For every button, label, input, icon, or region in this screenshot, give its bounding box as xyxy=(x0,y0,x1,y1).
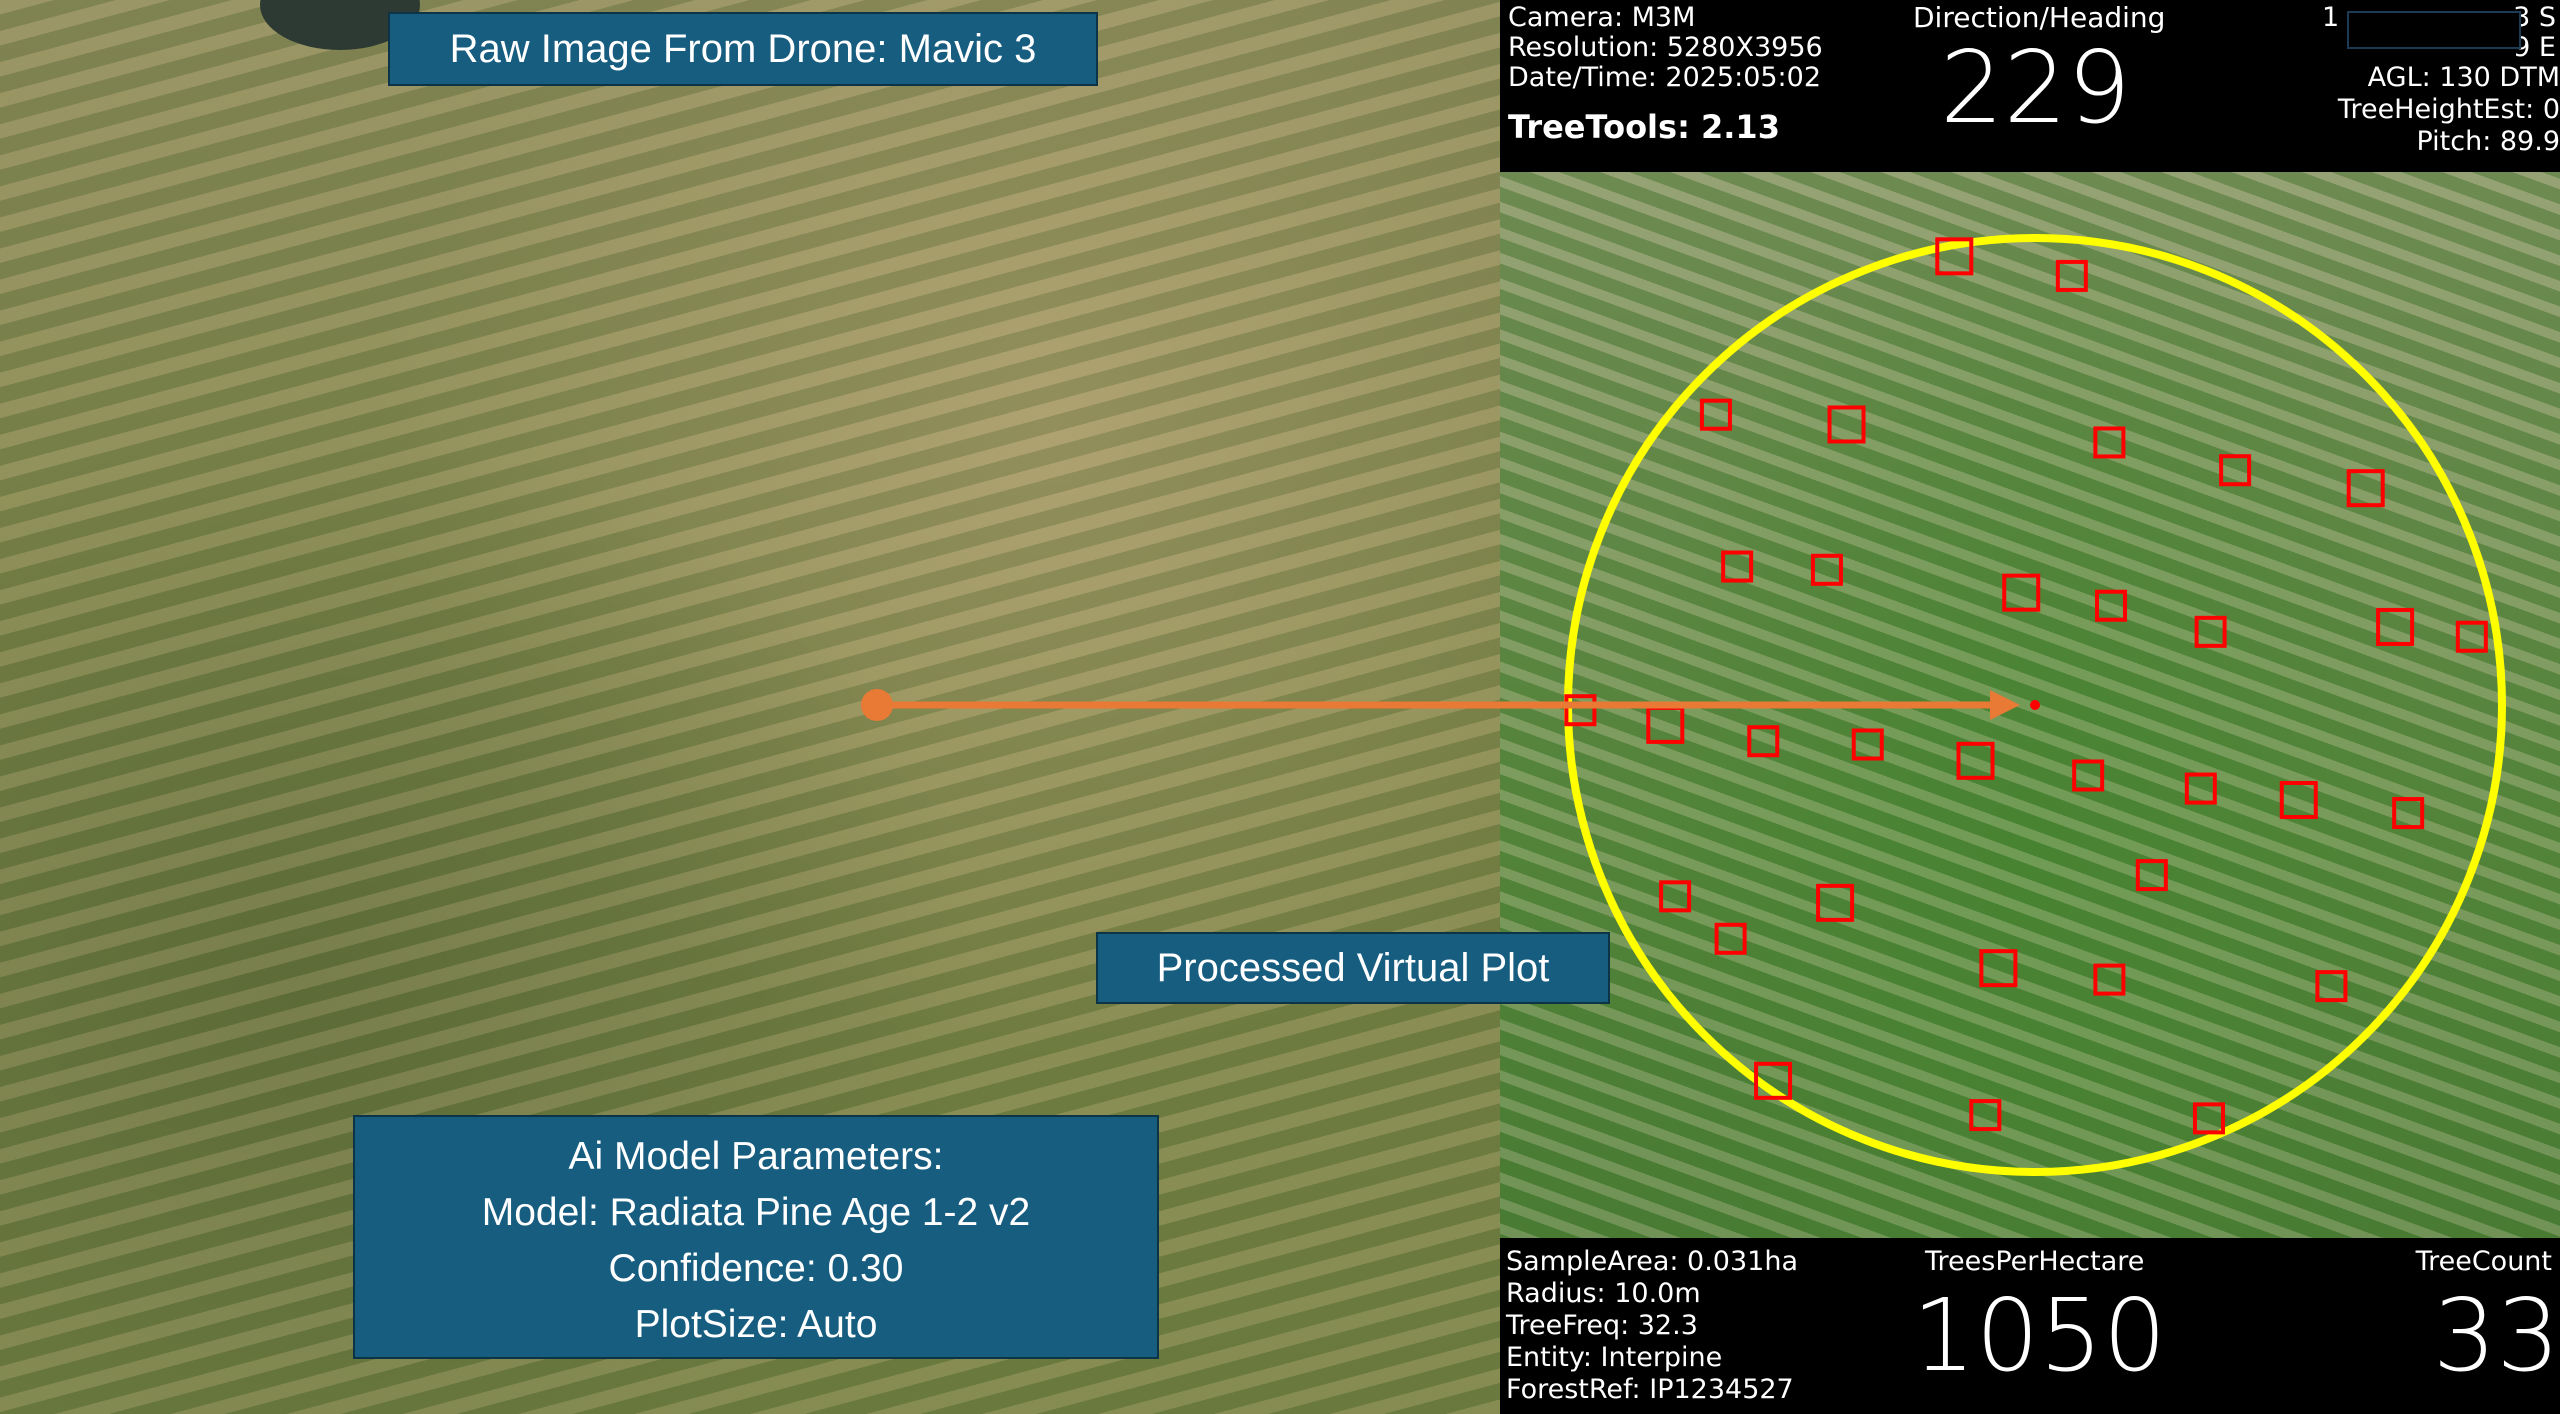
tree-freq-text: TreeFreq: 32.3 xyxy=(1506,1310,1698,1341)
tree-detection-box xyxy=(1714,922,1747,955)
tree-detection-box xyxy=(2093,963,2126,996)
tph-value: 1050 xyxy=(1912,1277,2167,1394)
tree-detection-box xyxy=(1659,880,1692,913)
sample-area-text: SampleArea: 0.031ha xyxy=(1506,1246,1799,1277)
arrow-origin-dot xyxy=(861,689,893,721)
treetools-version: TreeTools: 2.13 xyxy=(1508,108,1780,146)
agl-text: AGL: 130 DTM xyxy=(2367,62,2560,93)
heading-value: 229 xyxy=(1940,29,2131,146)
tree-detection-box xyxy=(1851,728,1884,761)
tree-detection-box xyxy=(1747,725,1780,758)
redaction-box xyxy=(2347,11,2521,49)
entity-text: Entity: Interpine xyxy=(1506,1342,1723,1373)
tree-count-value: 33 xyxy=(2432,1277,2560,1394)
tree-detection-box xyxy=(1979,949,2018,988)
tree-detection-box xyxy=(1646,705,1685,744)
tree-height-text: TreeHeightEst: 0 xyxy=(2337,94,2560,125)
tree-detection-box xyxy=(2002,573,2041,612)
forest-ref-text: ForestRef: IP1234527 xyxy=(1506,1374,1794,1405)
tree-detection-box xyxy=(2346,469,2385,508)
tree-detection-box xyxy=(2095,589,2128,622)
tree-detection-box xyxy=(1816,883,1855,922)
tree-detection-box xyxy=(1564,694,1597,727)
pitch-text: Pitch: 89.9 xyxy=(2416,126,2560,157)
tree-detection-box xyxy=(2072,759,2105,792)
tree-detection-box xyxy=(1935,237,1974,276)
tree-detection-box xyxy=(2219,454,2252,487)
tree-detection-box xyxy=(2192,1102,2225,1135)
tph-label: TreesPerHectare xyxy=(1925,1246,2145,1277)
ai-params-title: Ai Model Parameters: xyxy=(568,1135,944,1178)
tree-detection-box xyxy=(1721,550,1754,583)
tree-detection-box xyxy=(1699,398,1732,431)
tree-detection-box xyxy=(2135,859,2168,892)
raw-image-label: Raw Image From Drone: Mavic 3 xyxy=(388,12,1098,86)
tree-detection-box xyxy=(2455,620,2488,653)
resolution-text: Resolution: 5280X3956 xyxy=(1508,32,1823,63)
ai-model-name: Model: Radiata Pine Age 1-2 v2 xyxy=(481,1191,1031,1234)
datetime-text: Date/Time: 2025:05:02 xyxy=(1508,62,1822,93)
tree-detection-box xyxy=(1810,553,1843,586)
tree-detection-box xyxy=(2279,781,2318,819)
radius-text: Radius: 10.0m xyxy=(1506,1278,1701,1309)
tree-detection-box xyxy=(1969,1099,2002,1132)
heading-label: Direction/Heading xyxy=(1913,1,2166,34)
tree-detection-box xyxy=(2376,607,2415,646)
lat-fragment: 1 xyxy=(2322,2,2340,33)
tree-detection-box xyxy=(2392,797,2425,830)
tree-detection-box xyxy=(2184,772,2217,805)
camera-text: Camera: M3M xyxy=(1508,2,1696,33)
top-info-bar: Camera: M3M Resolution: 5280X3956 Date/T… xyxy=(1500,0,2560,172)
tree-detection-box xyxy=(2093,426,2126,459)
tree-detection-box xyxy=(2315,970,2348,1003)
ai-plot-size: PlotSize: Auto xyxy=(634,1303,878,1346)
processed-plot-label: Processed Virtual Plot xyxy=(1096,932,1610,1004)
detections xyxy=(1564,237,2488,1135)
tree-detection-box xyxy=(1956,741,1995,780)
bottom-info-bar: SampleArea: 0.031ha Radius: 10.0m TreeFr… xyxy=(1500,1238,2560,1414)
arrow-head xyxy=(1990,690,2020,720)
tree-detection-box xyxy=(1827,405,1866,444)
plot-center-dot xyxy=(2030,700,2040,710)
ai-model-parameters-panel: Ai Model Parameters: Model: Radiata Pine… xyxy=(353,1115,1159,1359)
tree-detection-box xyxy=(2055,259,2088,292)
tree-detection-box xyxy=(2194,615,2227,648)
tree-count-label: TreeCount xyxy=(2415,1246,2552,1277)
tree-detection-box xyxy=(1754,1061,1793,1100)
ai-confidence: Confidence: 0.30 xyxy=(608,1247,904,1290)
